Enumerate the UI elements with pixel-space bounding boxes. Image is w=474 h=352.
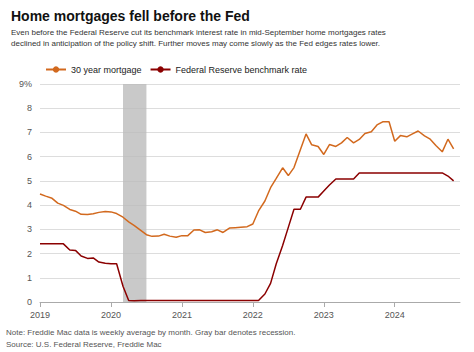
svg-text:2: 2 [27,249,32,259]
svg-text:2024: 2024 [385,310,405,320]
svg-text:0: 0 [27,297,32,307]
svg-text:2020: 2020 [101,310,121,320]
svg-text:Source: U.S. Federal Reserve,: Source: U.S. Federal Reserve, Freddie Ma… [6,340,162,349]
svg-text:7: 7 [27,127,32,137]
svg-text:6: 6 [27,152,32,162]
svg-text:2019: 2019 [30,310,50,320]
svg-text:Note: Freddie Mac data is week: Note: Freddie Mac data is weekly average… [6,328,295,337]
svg-text:2022: 2022 [243,310,263,320]
svg-text:8: 8 [27,103,32,113]
svg-text:2021: 2021 [172,310,192,320]
svg-text:9%: 9% [19,79,32,89]
svg-text:30 year mortgage: 30 year mortgage [71,65,142,75]
svg-text:Even before the Federal Reserv: Even before the Federal Reserve cut its … [11,28,386,37]
svg-text:declined in anticipation of th: declined in anticipation of the policy s… [11,39,380,48]
svg-text:5: 5 [27,176,32,186]
svg-text:Federal Reserve benchmark rate: Federal Reserve benchmark rate [176,65,308,75]
svg-text:4: 4 [27,200,32,210]
svg-text:2023: 2023 [314,310,334,320]
svg-text:3: 3 [27,224,32,234]
svg-text:1: 1 [27,273,32,283]
svg-text:Home mortgages fell before the: Home mortgages fell before the Fed [11,8,250,24]
